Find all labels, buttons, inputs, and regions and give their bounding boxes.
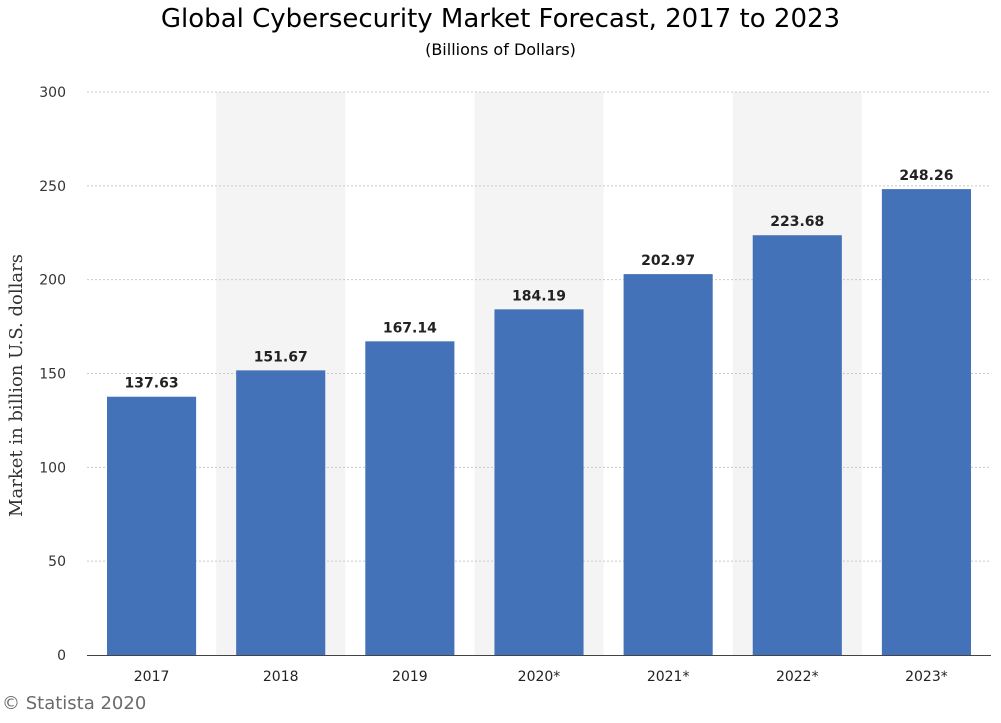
data-labels: 137.63 151.67 167.14 184.19 202.97 223.68 248.…	[125, 168, 954, 392]
data-label: 151.67	[254, 349, 308, 365]
x-tick-label: 2017	[134, 669, 170, 685]
y-tick-label: 250	[39, 179, 66, 195]
data-label: 248.26	[899, 168, 953, 184]
x-tick-label: 2018	[263, 669, 299, 685]
data-label: 137.63	[125, 376, 179, 392]
bar	[236, 370, 326, 655]
data-label: 167.14	[383, 320, 437, 336]
y-axis-ticks: 0 50 100 150 200 250 300	[39, 85, 66, 664]
x-tick-label: 2022*	[776, 669, 819, 685]
chart-subtitle: (Billions of Dollars)	[425, 40, 576, 59]
bar	[623, 274, 713, 655]
bars	[107, 189, 971, 655]
bar	[365, 341, 455, 655]
x-tick-label: 2023*	[905, 669, 948, 685]
y-axis-label: Market in billion U.S. dollars	[6, 254, 27, 517]
y-tick-label: 0	[57, 648, 66, 664]
x-tick-label: 2021*	[647, 669, 690, 685]
data-label: 223.68	[770, 214, 824, 230]
bar	[881, 189, 971, 655]
bar	[494, 309, 584, 655]
data-label: 184.19	[512, 288, 566, 304]
x-tick-label: 2020*	[518, 669, 561, 685]
y-tick-label: 100	[39, 460, 66, 476]
bar	[752, 235, 842, 655]
y-tick-label: 300	[39, 85, 66, 101]
bar	[107, 396, 197, 655]
x-tick-label: 2019	[392, 669, 428, 685]
y-tick-label: 50	[48, 554, 66, 570]
y-tick-label: 200	[39, 273, 66, 289]
y-tick-label: 150	[39, 367, 66, 383]
data-label: 202.97	[641, 253, 695, 269]
source-credit: © Statista 2020	[2, 693, 147, 714]
chart-title: Global Cybersecurity Market Forecast, 20…	[160, 4, 841, 34]
x-axis-ticks: 2017 2018 2019 2020* 2021* 2022* 2023*	[134, 669, 948, 685]
